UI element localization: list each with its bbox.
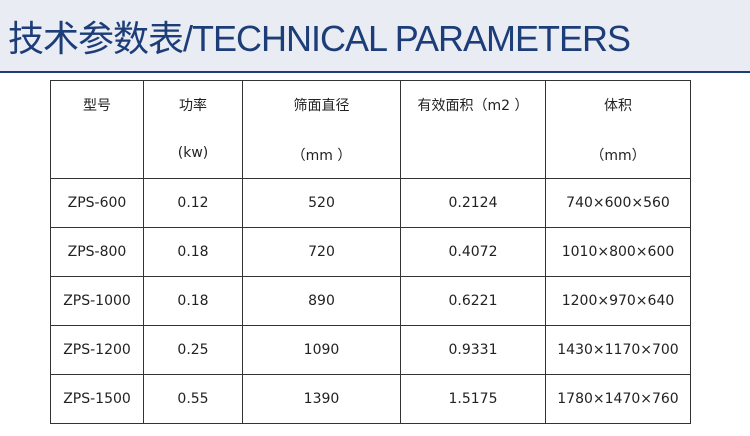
header-cell: 有效面积（m2 ） [400,80,546,179]
header-row: 型号 功率 (kw) 筛面直径 （mm ） 有效面积（m2 ） 体积 （mm） [50,80,691,179]
cell: 1010×800×600 [545,227,691,277]
header-text: (kw) [177,145,209,161]
cell: 0.25 [143,325,243,375]
cell: 1430×1170×700 [545,325,691,375]
header-cell: 筛面直径 （mm ） [242,80,401,179]
cell: 0.4072 [400,227,546,277]
title: 技术参数表/TECHNICAL PARAMETERS [8,18,631,59]
header-text: 有效面积（m2 ） [417,98,529,114]
cell: 740×600×560 [545,178,691,228]
cell: 1.5175 [400,374,546,424]
cell: 520 [242,178,401,228]
data-row: ZPS-1500 0.55 1390 1.5175 1780×1470×760 [50,374,691,424]
cell: ZPS-1500 [50,374,144,424]
header-text: （mm） [590,148,646,164]
cell: 0.6221 [400,276,546,326]
cell: ZPS-1200 [50,325,144,375]
data-row: ZPS-800 0.18 720 0.4072 1010×800×600 [50,227,691,277]
header-cell: 功率 (kw) [143,80,243,179]
header-text: 筛面直径 [293,98,350,114]
data-row: ZPS-1000 0.18 890 0.6221 1200×970×640 [50,276,691,326]
cell: 0.2124 [400,178,546,228]
cell: 890 [242,276,401,326]
header-text: 型号 [83,98,111,114]
cell: ZPS-800 [50,227,144,277]
data-row: ZPS-1200 0.25 1090 0.9331 1430×1170×700 [50,325,691,375]
cell: 0.18 [143,227,243,277]
data-row: ZPS-600 0.12 520 0.2124 740×600×560 [50,178,691,228]
cell: 0.9331 [400,325,546,375]
cell: 1090 [242,325,401,375]
header-cell: 型号 [50,80,144,179]
cell: ZPS-1000 [50,276,144,326]
parameter-table: 型号 功率 (kw) 筛面直径 （mm ）有效面积（m2 ）体积 （mm） ZPS-600 0… [50,80,691,424]
cell: 720 [242,227,401,277]
cell: 0.18 [143,276,243,326]
cell: 1390 [242,374,401,424]
cell: ZPS-600 [50,178,144,228]
header-banner: 技术参数表/TECHNICAL PARAMETERS [0,0,750,73]
header-text: （mm ） [291,148,352,164]
cell: 0.12 [143,178,243,228]
cell: 0.55 [143,374,243,424]
header-text: 功率 [179,98,207,114]
cell: 1200×970×640 [545,276,691,326]
header-text: 体积 [604,98,632,114]
cell: 1780×1470×760 [545,374,691,424]
header-cell: 体积 （mm） [545,80,691,179]
